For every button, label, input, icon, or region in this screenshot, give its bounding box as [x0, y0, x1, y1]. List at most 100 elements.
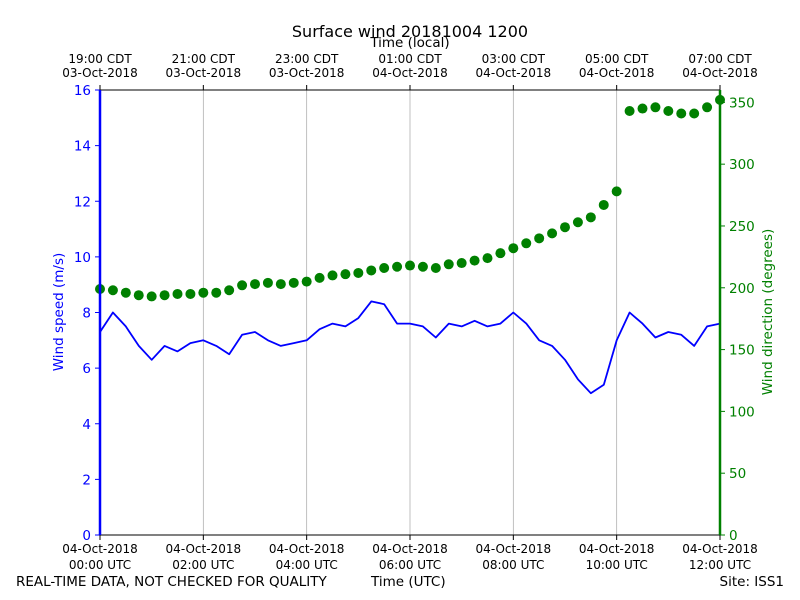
bottom-tick-time: 02:00 UTC	[172, 558, 234, 572]
wind-direction-point	[508, 243, 519, 254]
top-tick-date: 04-Oct-2018	[682, 66, 758, 80]
wind-direction-point	[456, 258, 467, 269]
wind-direction-point	[469, 255, 480, 266]
wind-speed-series	[99, 300, 721, 395]
wind-direction-point	[250, 279, 260, 290]
top-tick-date: 03-Oct-2018	[166, 66, 242, 80]
wind-direction-point	[689, 108, 700, 119]
wind-direction-point	[560, 222, 570, 233]
right-tick-label: 250	[729, 219, 755, 235]
left-tick-label: 2	[82, 472, 91, 488]
bottom-tick-time: 00:00 UTC	[69, 558, 131, 572]
wind-direction-point	[275, 279, 286, 290]
left-tick-label: 4	[82, 417, 91, 433]
bottom-tick-date: 04-Oct-2018	[269, 542, 345, 556]
right-tick-label: 150	[729, 343, 755, 359]
wind-direction-point	[301, 276, 312, 287]
wind-direction-point	[650, 102, 661, 113]
left-tick-label: 12	[74, 194, 91, 210]
top-tick-time: 19:00 CDT	[68, 52, 132, 66]
bottom-tick-date: 04-Oct-2018	[166, 542, 242, 556]
top-tick-time: 01:00 CDT	[378, 52, 442, 66]
top-tick-time: 07:00 CDT	[688, 52, 752, 66]
wind-direction-point	[495, 248, 506, 259]
wind-direction-point	[443, 259, 454, 270]
left-tick-label: 0	[82, 528, 91, 544]
left-axis-label: Wind speed (m/s)	[51, 253, 67, 372]
wind-direction-point	[702, 102, 713, 113]
wind-direction-point	[146, 291, 157, 302]
wind-direction-point	[534, 233, 545, 244]
wind-direction-point	[392, 261, 403, 272]
left-tick-label: 6	[82, 361, 91, 377]
bottom-axis: 04-Oct-2018 00:00 UTC 04-Oct-2018 02:00 UTC…	[62, 535, 758, 572]
wind-direction-point	[611, 186, 622, 197]
wind-direction-point	[288, 277, 299, 288]
wind-direction-point	[340, 269, 351, 280]
wind-direction-point	[172, 288, 183, 299]
right-tick-label: 200	[729, 281, 755, 297]
top-tick-date: 03-Oct-2018	[62, 66, 138, 80]
left-tick-label: 8	[82, 306, 91, 322]
wind-direction-point	[133, 290, 144, 301]
bottom-tick-time: 04:00 UTC	[276, 558, 338, 572]
right-axis-label: Wind direction (degrees)	[760, 229, 776, 396]
bottom-tick-date: 04-Oct-2018	[476, 542, 552, 556]
wind-direction-point	[624, 106, 635, 117]
wind-direction-point	[663, 106, 674, 117]
wind-direction-point	[237, 280, 248, 291]
right-tick-label: 50	[729, 466, 746, 482]
wind-direction-point	[598, 199, 609, 210]
bottom-tick-time: 10:00 UTC	[586, 558, 648, 572]
wind-direction-point	[405, 260, 415, 271]
wind-direction-point	[676, 108, 687, 119]
wind-direction-point	[314, 272, 325, 283]
wind-direction-point	[327, 270, 338, 281]
bottom-tick-time: 06:00 UTC	[379, 558, 441, 572]
left-tick-label: 10	[74, 250, 91, 266]
wind-direction-point	[224, 285, 235, 296]
wind-direction-point	[417, 261, 428, 272]
wind-direction-point	[185, 288, 196, 299]
wind-direction-point	[211, 287, 222, 298]
wind-direction-point	[262, 277, 273, 288]
wind-direction-point	[637, 103, 648, 114]
bottom-tick-date: 04-Oct-2018	[62, 542, 138, 556]
top-tick-time: 05:00 CDT	[585, 52, 649, 66]
right-axis: 0 50 100 150 200 250 300 350	[720, 95, 755, 544]
bottom-tick-time: 12:00 UTC	[689, 558, 751, 572]
bottom-tick-date: 04-Oct-2018	[579, 542, 655, 556]
wind-direction-point	[547, 228, 558, 239]
wind-direction-point	[585, 212, 596, 223]
top-tick-date: 04-Oct-2018	[476, 66, 552, 80]
top-tick-date: 04-Oct-2018	[579, 66, 655, 80]
quality-notice: REAL-TIME DATA, NOT CHECKED FOR QUALITY	[16, 574, 327, 590]
wind-direction-point	[379, 263, 390, 273]
wind-direction-point	[120, 287, 131, 298]
wind-direction-series	[95, 94, 725, 302]
right-tick-label: 300	[729, 157, 755, 173]
wind-direction-point	[482, 253, 493, 264]
top-tick-date: 04-Oct-2018	[372, 66, 448, 80]
wind-direction-point	[521, 238, 532, 249]
grid-lines	[202, 90, 618, 535]
chart-title: Surface wind 20181004 1200	[292, 22, 528, 41]
right-tick-label: 100	[729, 404, 755, 420]
wind-direction-point	[353, 267, 364, 278]
wind-direction-point	[107, 285, 118, 296]
left-tick-label: 14	[74, 139, 91, 155]
site-label: Site: ISS1	[719, 574, 784, 590]
wind-direction-point	[159, 290, 170, 301]
left-axis: 0 2 4 6 8 10 12 14 16	[74, 83, 100, 544]
top-tick-time: 03:00 CDT	[482, 52, 546, 66]
top-tick-time: 23:00 CDT	[275, 52, 339, 66]
wind-speed-line	[99, 300, 721, 395]
top-axis-label: Time (local)	[369, 35, 449, 51]
bottom-tick-date: 04-Oct-2018	[682, 542, 758, 556]
wind-direction-point	[198, 287, 209, 298]
top-tick-date: 03-Oct-2018	[269, 66, 345, 80]
wind-direction-point	[366, 265, 377, 276]
right-tick-label: 350	[729, 95, 755, 111]
